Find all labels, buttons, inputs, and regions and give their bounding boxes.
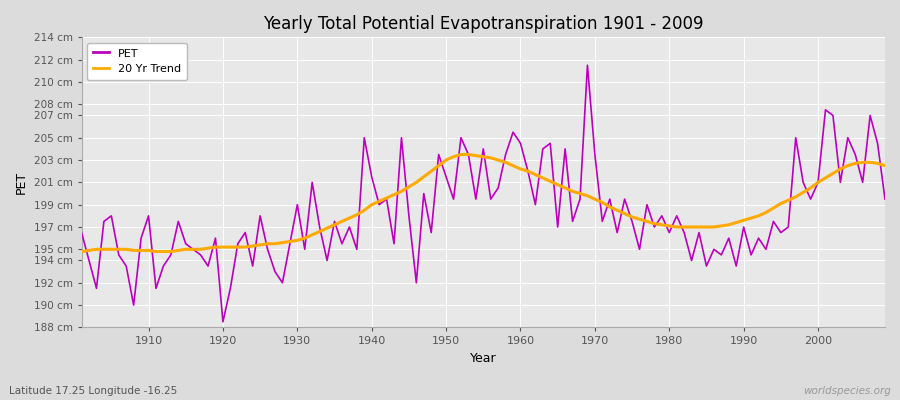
X-axis label: Year: Year: [470, 352, 497, 365]
Y-axis label: PET: PET: [15, 171, 28, 194]
Text: worldspecies.org: worldspecies.org: [803, 386, 891, 396]
Title: Yearly Total Potential Evapotranspiration 1901 - 2009: Yearly Total Potential Evapotranspiratio…: [263, 15, 704, 33]
Text: Latitude 17.25 Longitude -16.25: Latitude 17.25 Longitude -16.25: [9, 386, 177, 396]
Legend: PET, 20 Yr Trend: PET, 20 Yr Trend: [87, 43, 187, 80]
